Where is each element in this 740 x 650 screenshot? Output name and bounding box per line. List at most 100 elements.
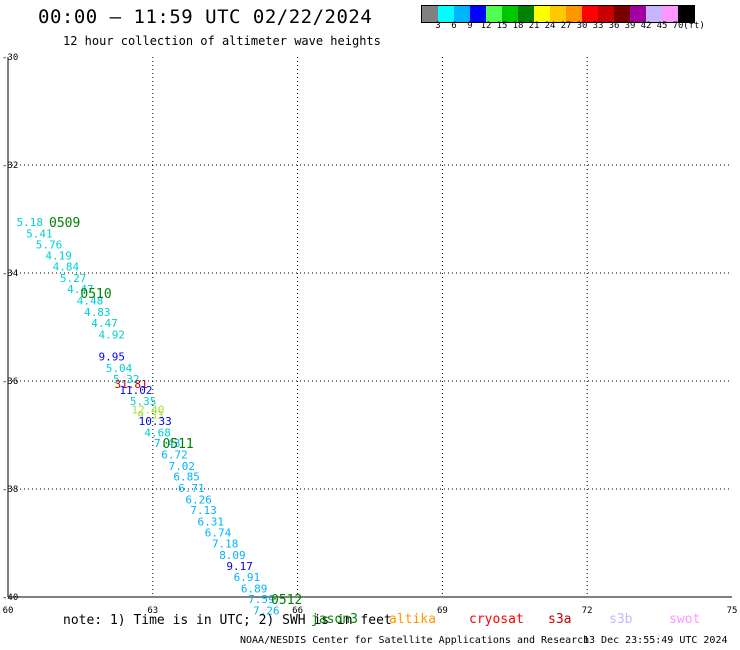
legend-swatch: [518, 6, 534, 22]
legend-label: 70: [672, 21, 684, 31]
pass-time-label: 0510: [80, 287, 111, 302]
data-point-label: 31.81: [115, 378, 148, 391]
satellite-legend-item: swot: [669, 612, 701, 627]
legend-label: 42: [640, 21, 652, 31]
gridlines: [8, 57, 732, 597]
legend-swatch: [614, 6, 630, 22]
data-point-label: 5.04: [106, 362, 133, 375]
data-point-label: 7.18: [212, 538, 239, 551]
data-point-label: 4.47: [91, 317, 118, 330]
x-tick-label: 63: [147, 606, 158, 616]
legend-label: 12: [480, 21, 492, 31]
y-tick-label: -32: [2, 161, 18, 171]
axes: 60 63 66 69 72 75 -30 -32 -34 -36 -38 -40: [2, 53, 737, 616]
data-point-label: 7.59: [248, 593, 275, 606]
pass-time-label: 0511: [162, 437, 193, 452]
legend-label: 27: [560, 21, 572, 31]
data-point-label: 6.26: [185, 493, 212, 506]
legend-label: 24: [544, 21, 556, 31]
data-point-label: 5.32: [113, 373, 140, 386]
data-point-label: 9.33: [137, 409, 164, 422]
data-point-label: 4.92: [99, 329, 126, 342]
satellite-legend-item: cryosat: [469, 612, 524, 627]
legend-label: 21: [528, 21, 540, 31]
legend-swatch: [582, 6, 598, 22]
data-points: 5.185.415.764.194.845.274.474.484.834.47…: [16, 216, 279, 617]
data-point-label: 6.89: [241, 582, 268, 595]
legend-swatch: [454, 6, 470, 22]
data-point-label: 12.40: [131, 404, 164, 417]
legend-swatch: [566, 6, 582, 22]
data-point-label: 5.18: [16, 216, 43, 229]
satellite-legend-item: s3b: [609, 612, 633, 627]
legend-label: 33: [592, 21, 604, 31]
legend-label: 3: [435, 21, 441, 31]
legend-swatch: [422, 6, 438, 22]
legend-swatch: [678, 6, 694, 22]
data-point-label: 4.83: [84, 306, 111, 319]
satellite-legend-item: s3a: [548, 612, 572, 627]
y-tick-label: -30: [2, 53, 18, 63]
pass-time-label: 0509: [49, 216, 80, 231]
satellite-legend-item: jason3: [311, 612, 358, 627]
chart-subtitle: 12 hour collection of altimeter wave hei…: [63, 34, 381, 48]
data-point-label: 5.35: [130, 395, 157, 408]
legend-swatch: [502, 6, 518, 22]
y-tick-label: -40: [2, 593, 18, 603]
data-point-label: 4.84: [53, 261, 80, 274]
legend-label: 6: [451, 21, 457, 31]
data-point-label: 4.48: [77, 295, 104, 308]
data-point-label: 7.43: [154, 437, 181, 450]
legend-label: 36: [608, 21, 620, 31]
legend-label: 15: [496, 21, 508, 31]
data-point-label: 11.02: [119, 384, 152, 397]
legend-swatch: [550, 6, 566, 22]
legend-swatch: [534, 6, 550, 22]
legend-swatch: [598, 6, 614, 22]
legend-swatch: [630, 6, 646, 22]
legend-swatch: [662, 6, 678, 22]
pass-time-label: 0512: [271, 593, 302, 608]
data-point-label: 6.85: [173, 471, 200, 484]
y-tick-label: -38: [2, 485, 18, 495]
data-point-label: 8.09: [219, 549, 246, 562]
data-point-label: 7.13: [190, 504, 217, 517]
x-tick-label: 69: [437, 606, 448, 616]
legend-swatch: [486, 6, 502, 22]
x-tick-label: 60: [3, 606, 14, 616]
time-labels: 0509 0510 0511 0512: [49, 216, 302, 608]
y-tick-label: -36: [2, 377, 18, 387]
legend-label: 18: [512, 21, 524, 31]
data-point-label: 4.19: [45, 250, 72, 263]
legend-label: 39: [624, 21, 636, 31]
data-point-label: 7.26: [253, 605, 280, 618]
data-point-label: 5.27: [60, 272, 87, 285]
data-point-label: 6.71: [178, 482, 205, 495]
legend-label: 30: [576, 21, 588, 31]
data-point-label: 5.41: [26, 228, 53, 241]
data-point-label: 6.31: [197, 515, 224, 528]
data-point-label: 6.91: [234, 571, 261, 584]
color-legend-bar: [421, 5, 695, 23]
data-point-label: 7.02: [169, 460, 196, 473]
legend-swatch: [470, 6, 486, 22]
data-point-label: 9.95: [99, 351, 126, 364]
note-text: note: 1) Time is in UTC; 2) SWH is in fe…: [63, 613, 392, 628]
data-point-label: 10.33: [139, 415, 172, 428]
data-point-label: 4.68: [144, 426, 171, 439]
data-point-label: 9.17: [226, 560, 253, 573]
x-tick-label: 75: [727, 606, 738, 616]
footer-org: NOAA/NESDIS Center for Satellite Applica…: [240, 635, 590, 646]
chart-title: 00:00 – 11:59 UTC 02/22/2024: [38, 6, 373, 28]
satellite-legend: jason3 altika cryosat s3a s3b swot: [0, 612, 740, 630]
x-tick-label: 72: [582, 606, 593, 616]
data-point-label: 5.76: [36, 238, 63, 251]
legend-swatch: [438, 6, 454, 22]
x-tick-label: 66: [292, 606, 303, 616]
y-tick-label: -34: [2, 269, 18, 279]
legend-label: (ft): [683, 21, 705, 31]
data-point-label: 4.47: [67, 283, 94, 296]
legend-label: 9: [467, 21, 473, 31]
footer-timestamp: 13 Dec 23:55:49 UTC 2024: [583, 635, 728, 646]
data-point-label: 6.74: [205, 527, 232, 540]
